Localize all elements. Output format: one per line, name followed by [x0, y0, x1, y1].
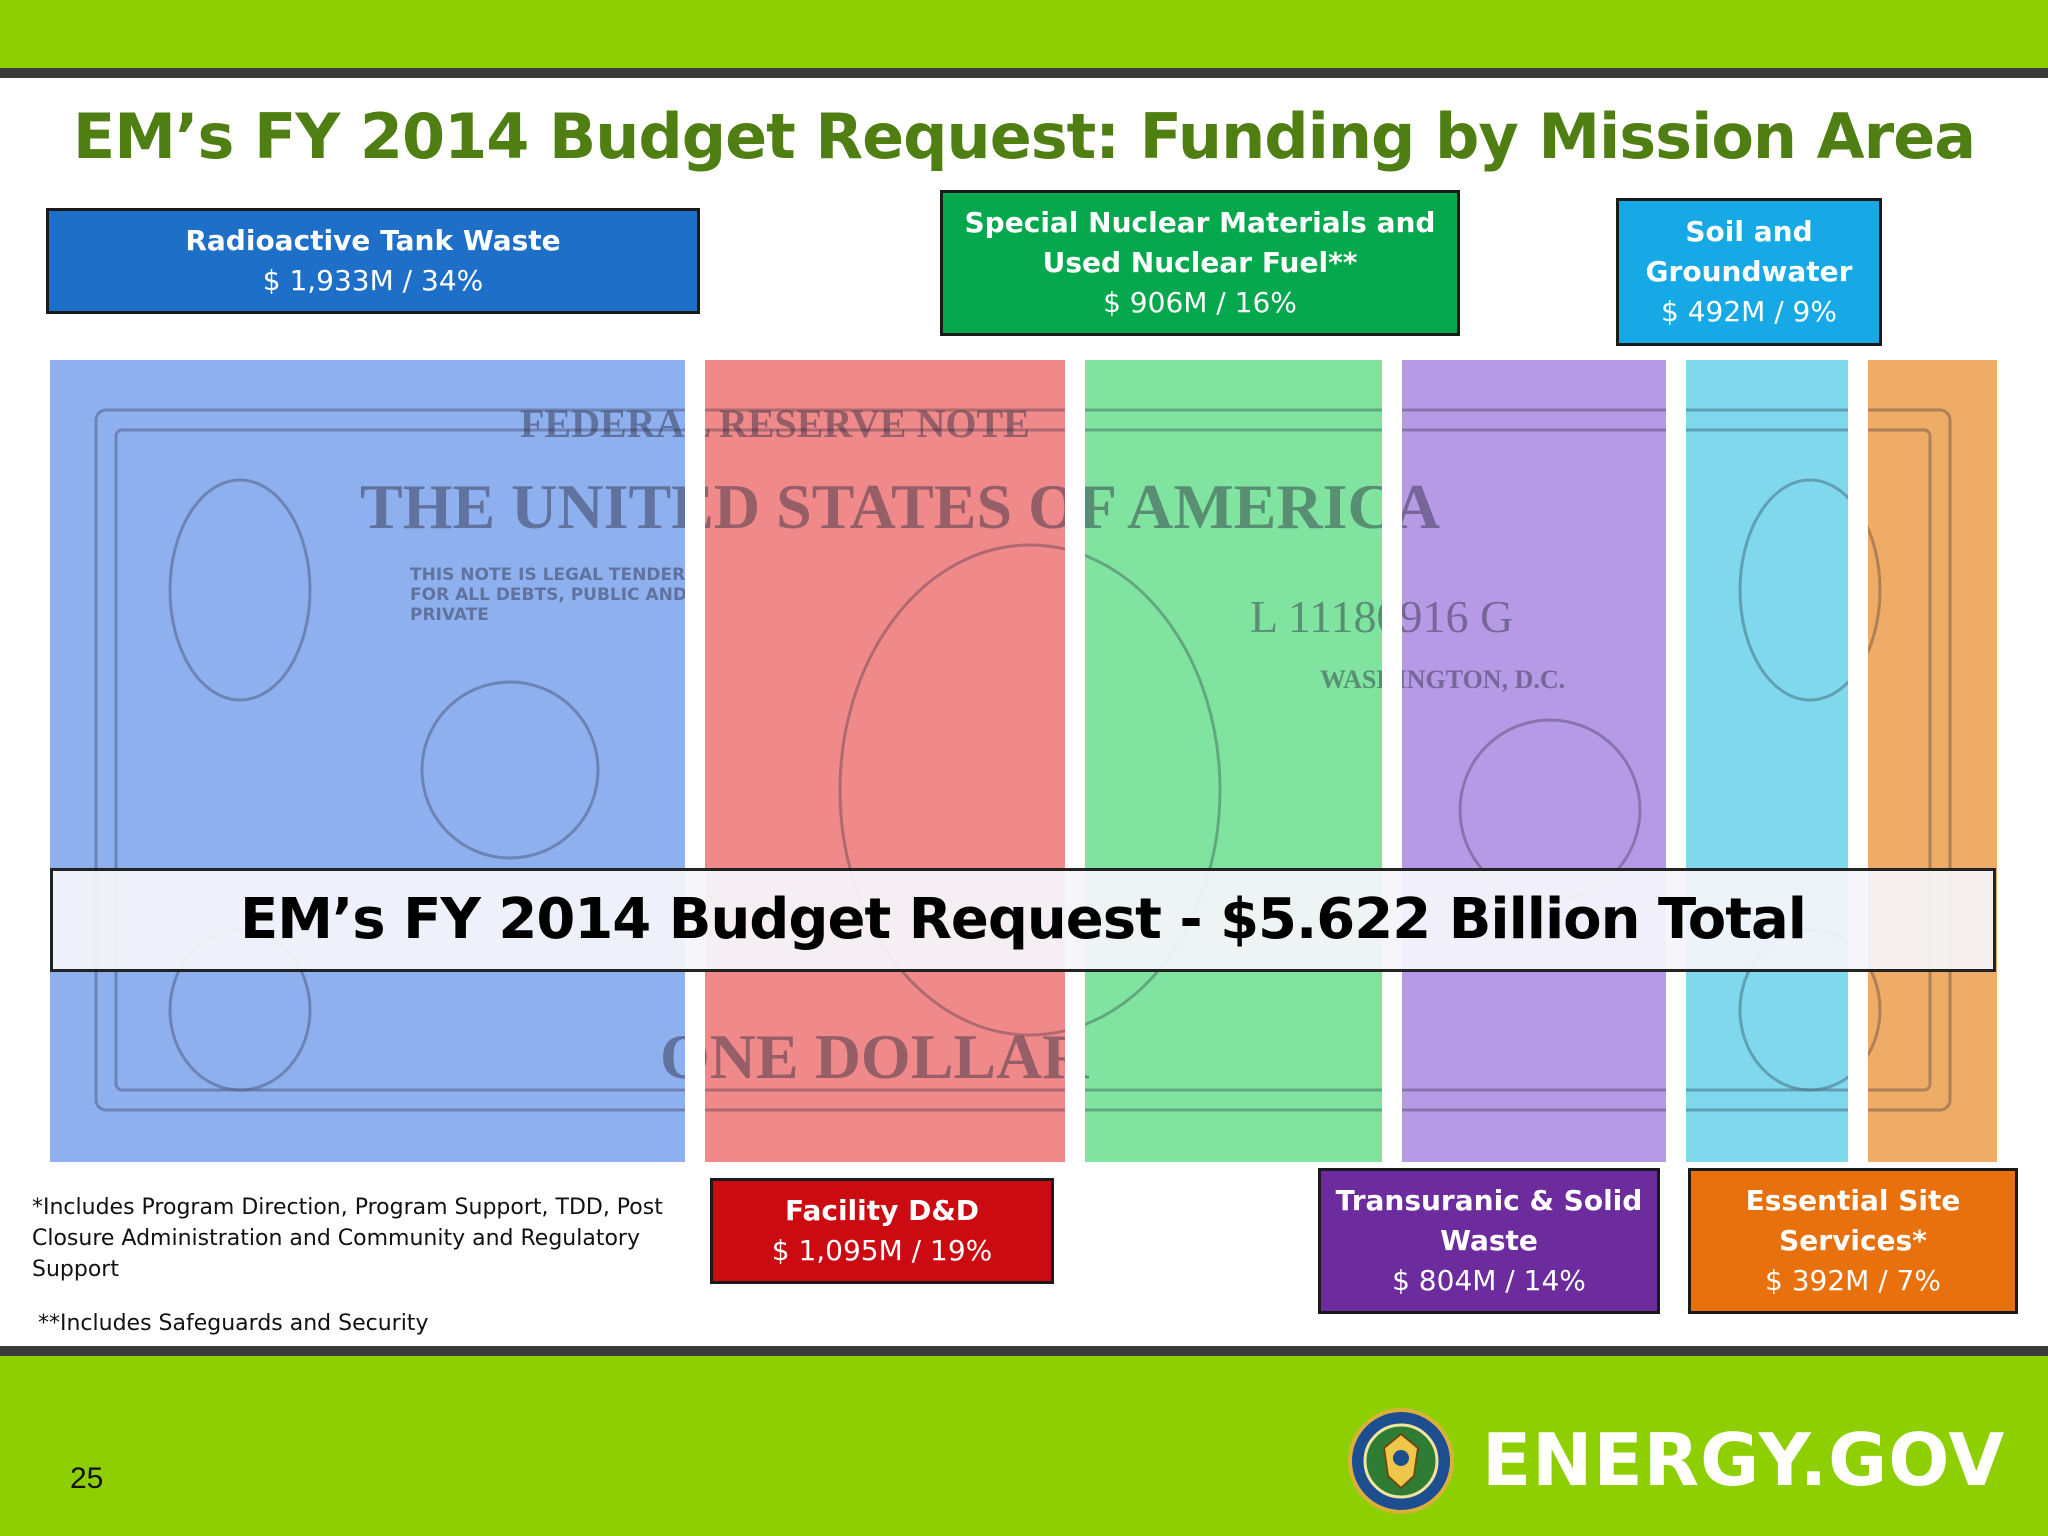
category-value: $ 804M / 14% [1392, 1264, 1586, 1297]
bill-text-united-states: THE UNITED STATES OF AMERICA [1402, 471, 1440, 542]
bill-engraving-icon [1402, 408, 1666, 1112]
category-box-tank-waste: Radioactive Tank Waste $ 1,933M / 34% [46, 208, 700, 314]
page-number: 25 [70, 1462, 104, 1495]
category-label: Special Nuclear Materials and Used Nucle… [964, 206, 1436, 279]
slide-title: EM’s FY 2014 Budget Request: Funding by … [72, 100, 1976, 173]
bar-site-services: FEDERAL RESERVE NOTETHE UNITED STATES OF… [1868, 360, 1997, 1162]
category-box-transuranic-waste: Transuranic & Solid Waste $ 804M / 14% [1318, 1168, 1660, 1314]
category-label: Essential Site Services* [1745, 1184, 1961, 1257]
bill-engraving-icon [1085, 408, 1382, 1112]
bill-city-text: WASHINGTON, D.C. [1320, 665, 1382, 694]
category-box-nuclear-materials: Special Nuclear Materials and Used Nucle… [940, 190, 1460, 336]
doe-seal-icon [1348, 1408, 1454, 1514]
total-banner: EM’s FY 2014 Budget Request - $5.622 Bil… [50, 868, 1996, 972]
category-label: Facility D&D [784, 1194, 980, 1227]
bar-nuclear-materials: FEDERAL RESERVE NOTETHE UNITED STATES OF… [1085, 360, 1382, 1162]
bill-serial-number: L 11180916 G [1250, 591, 1382, 642]
bill-serial-number: L 11180916 G [1402, 591, 1514, 642]
energy-gov-logo-text: ENERGY.GOV [1482, 1418, 2006, 1502]
top-banner-bar [0, 0, 2048, 68]
category-value: $ 392M / 7% [1765, 1264, 1941, 1297]
bill-text-united-states: THE UNITED STATES OF AMERICA [705, 471, 1065, 542]
category-value: $ 492M / 9% [1661, 295, 1837, 328]
footnote-2: **Includes Safeguards and Security [38, 1311, 429, 1336]
category-box-facility-dd: Facility D&D $ 1,095M / 19% [710, 1178, 1054, 1284]
bill-engraving-icon [1868, 408, 1952, 1112]
bill-text-one-dollar: ONE DOLLAR [1085, 1020, 1089, 1094]
bill-legal-tender-text: THIS NOTE IS LEGAL TENDER FOR ALL DEBTS,… [410, 565, 685, 625]
category-label: Soil and Groundwater [1645, 215, 1853, 288]
bill-text-united-states: THE UNITED STATES OF AMERICA [360, 471, 685, 542]
bill-engraving-icon [705, 408, 1065, 1112]
bill-text-one-dollar: ONE DOLLAR [705, 1021, 1065, 1092]
category-value: $ 1,095M / 19% [771, 1234, 993, 1267]
bottom-divider [0, 1346, 2048, 1356]
category-value: $ 1,933M / 34% [262, 264, 484, 297]
top-divider [0, 68, 2048, 78]
category-box-site-services: Essential Site Services* $ 392M / 7% [1688, 1168, 2018, 1314]
bill-text-reserve-note: FEDERAL RESERVE NOTE [705, 401, 1030, 446]
category-label: Transuranic & Solid Waste [1335, 1184, 1643, 1257]
bill-engraving-icon [1686, 408, 1848, 1112]
bill-text-reserve-note: FEDERAL RESERVE NOTE [520, 401, 685, 446]
bar-transuranic-waste: FEDERAL RESERVE NOTETHE UNITED STATES OF… [1402, 360, 1666, 1162]
category-value: $ 906M / 16% [1103, 286, 1297, 319]
bill-text-united-states: THE UNITED STATES OF AMERICA [1085, 471, 1382, 542]
bill-engraving-icon [94, 408, 685, 1112]
bill-text-one-dollar: ONE DOLLAR [660, 1021, 685, 1092]
bill-city-text: WASHINGTON, D.C. [1402, 665, 1566, 694]
footnote-1: *Includes Program Direction, Program Sup… [32, 1195, 663, 1282]
bill-legal-tender-text: THIS NOTE IS LEGAL TENDER FOR ALL DEBTS,… [705, 565, 730, 625]
bar-soil-groundwater: FEDERAL RESERVE NOTETHE UNITED STATES OF… [1686, 360, 1848, 1162]
category-label: Radioactive Tank Waste [185, 224, 561, 257]
category-box-soil-groundwater: Soil and Groundwater $ 492M / 9% [1616, 198, 1882, 346]
bar-facility-dd: FEDERAL RESERVE NOTE THE UNITED STATES OF… [705, 360, 1065, 1162]
bar-tank-waste: FEDERAL RESERVE NOTE THE UNITED STATES OF… [50, 360, 685, 1162]
bottom-banner-bar [0, 1356, 2048, 1536]
